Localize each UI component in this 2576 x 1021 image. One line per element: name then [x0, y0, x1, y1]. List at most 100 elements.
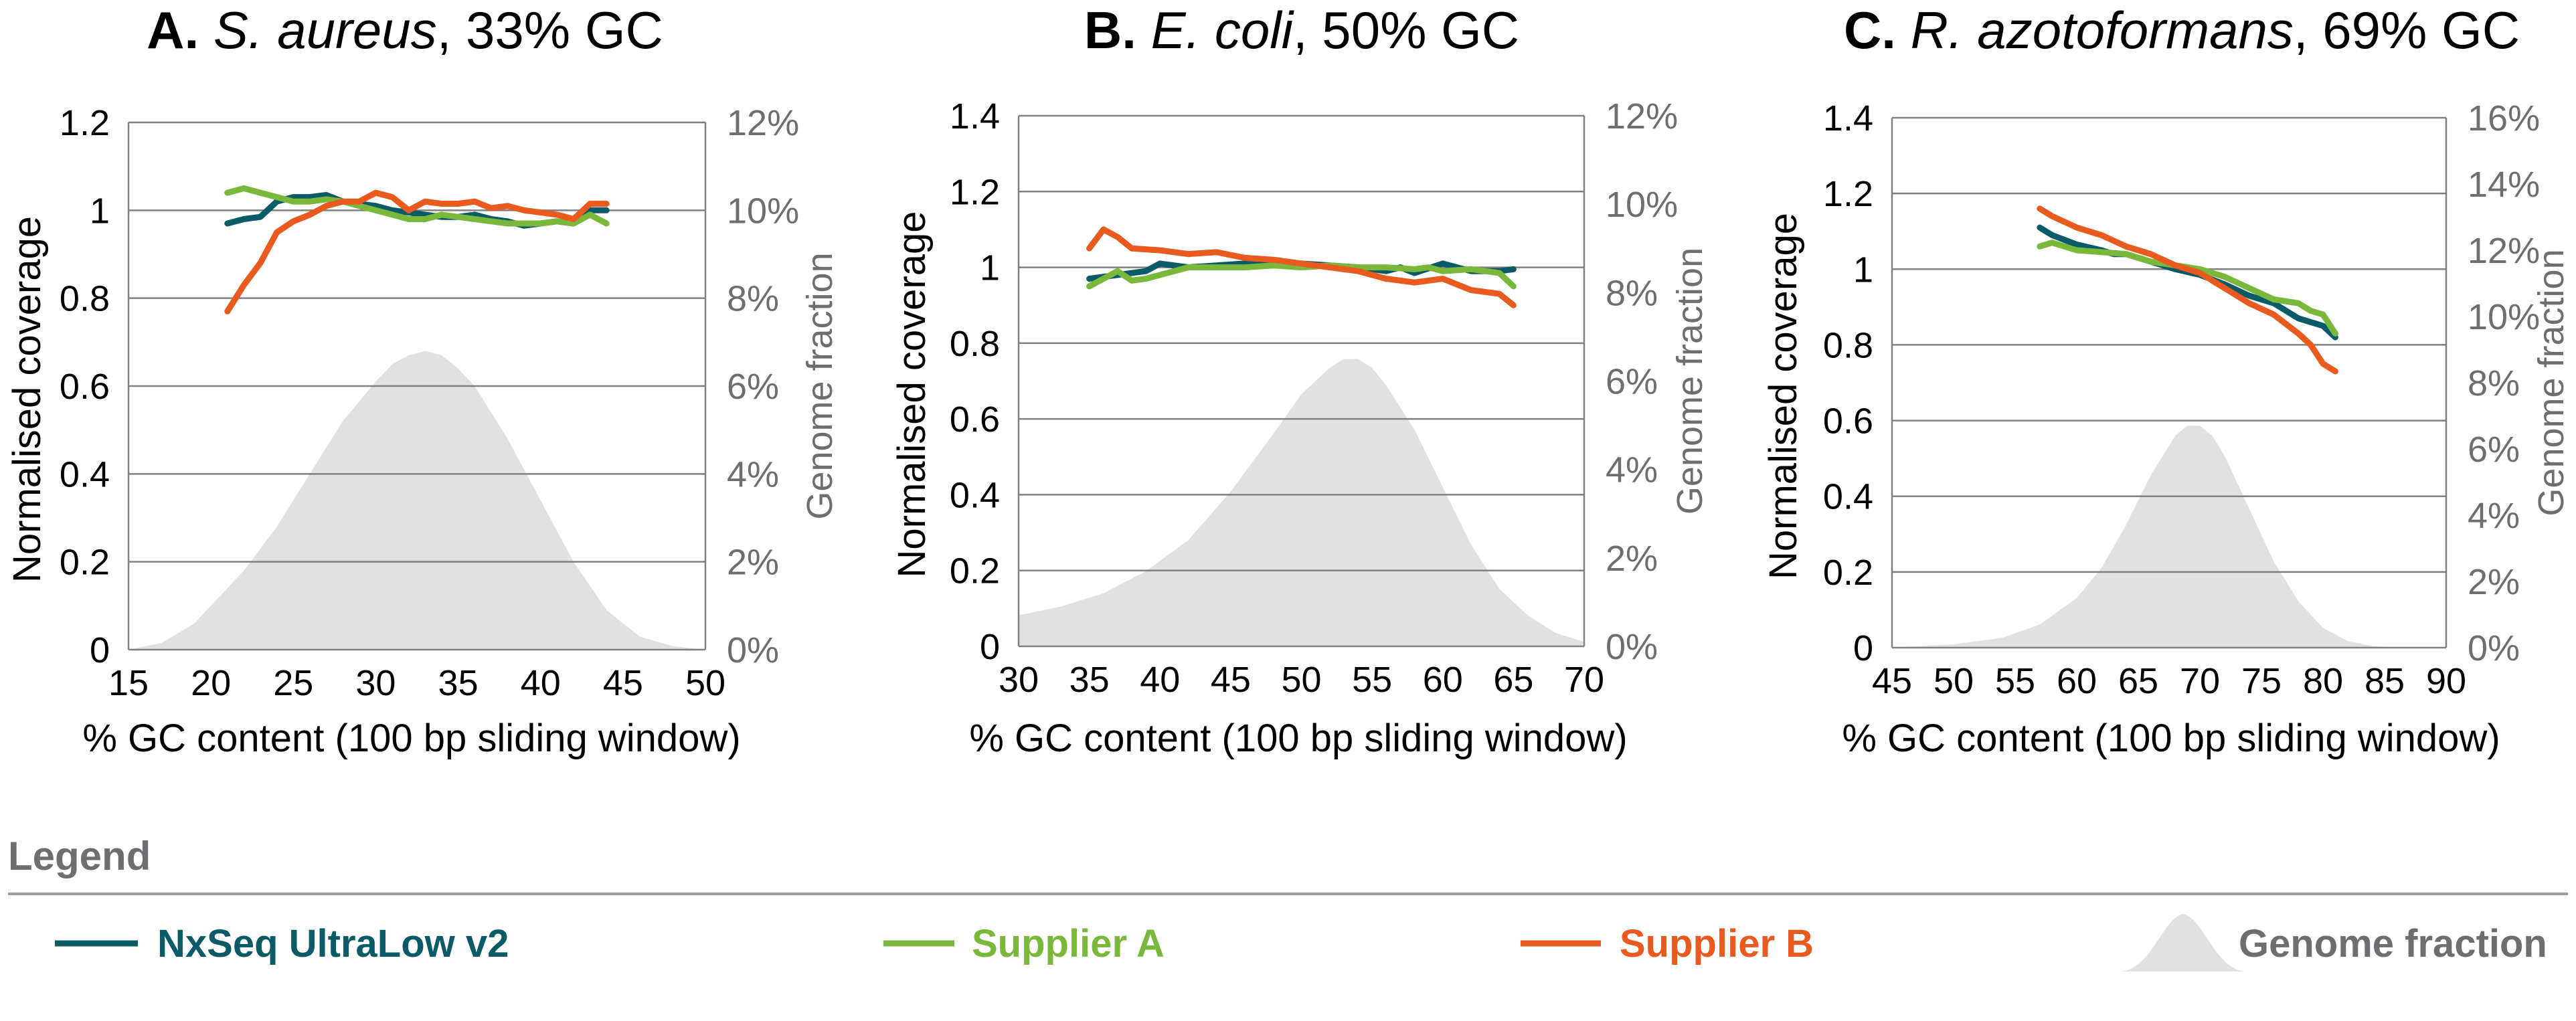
panel-a-title-organism: S. aureus [213, 1, 437, 60]
panel-b-x-tick-label: 50 [1281, 660, 1321, 700]
panel-b-genome-fraction-layer [1019, 359, 1584, 646]
panel-b-y2-ticks: 0% 2% 4% 6% 8% 10% 12% [1606, 96, 1678, 667]
panel-c-y-tick-label: 0.4 [1823, 477, 1873, 517]
panel-c-y-tick-label: 1.4 [1823, 98, 1873, 138]
panel-b-y-tick-label: 0 [980, 627, 1000, 667]
panel-c-y2-tick-label: 10% [2468, 297, 2540, 337]
panel-c-series-supplier-a-line [2037, 240, 2338, 337]
panel-a: A. S. aureus, 33% GC 0 0.2 0.4 0.6 0.8 1 1.2 0… [5, 1, 840, 760]
panel-a-y-tick-label: 0.2 [60, 543, 110, 583]
panel-c-y2-tick-label: 2% [2468, 562, 2520, 602]
panel-c-x-tick-label: 75 [2241, 661, 2282, 701]
panel-c-x-tick-label: 85 [2365, 661, 2405, 701]
panel-b-x-ticks: 30 35 40 45 50 55 60 65 70 [999, 660, 1604, 700]
legend-genome-fraction-swatch [2122, 914, 2245, 971]
panel-c-series-nxseq-line [2037, 224, 2338, 341]
panel-b-y-tick-label: 1.4 [950, 96, 1000, 136]
panel-b-y-tick-label: 1 [980, 248, 1000, 288]
panel-c-y2-tick-label: 0% [2468, 628, 2520, 668]
panel-b-genome-fraction-area [1019, 359, 1584, 646]
panel-a-y2-tick-label: 12% [727, 103, 799, 143]
panel-c-y2-tick-label: 6% [2468, 430, 2520, 470]
panel-c-x-ticks: 45 50 55 60 65 70 75 80 85 90 [1872, 661, 2466, 701]
legend-item-supplier-a: Supplier A [883, 922, 1165, 965]
panel-c: C. R. azotoformans, 69% GC 0 0.2 0.4 0.6 0.8… [1762, 1, 2571, 760]
panel-a-y2-tick-label: 4% [727, 454, 779, 494]
panel-b-y2-tick-label: 10% [1606, 185, 1678, 225]
panel-a-x-tick-label: 40 [521, 663, 561, 703]
panel-a-title-gc: , 33% GC [437, 1, 663, 60]
panel-b-title-letter: B. [1084, 1, 1136, 60]
panel-c-x-tick-label: 65 [2118, 661, 2158, 701]
legend-item-supplier-b: Supplier B [1521, 922, 1814, 965]
panel-b-y2-tick-label: 12% [1606, 96, 1678, 136]
panel-c-x-axis-label: % GC content (100 bp sliding window) [1842, 717, 2500, 760]
panel-b-title-gc: , 50% GC [1293, 1, 1519, 60]
panel-c-title-organism: R. azotoformans [1911, 1, 2294, 60]
panel-a-x-tick-label: 35 [438, 663, 479, 703]
panel-c-y-axis-label: Normalised coverage [1762, 213, 1805, 579]
panel-a-x-tick-label: 20 [191, 663, 231, 703]
panel-a-y2-tick-label: 10% [727, 191, 799, 231]
panel-b-series [1086, 226, 1517, 308]
panel-b-series-supplier-b-line [1086, 226, 1517, 308]
panel-c-y-tick-label: 1 [1853, 250, 1873, 290]
panel-c-y2-tick-label: 4% [2468, 496, 2520, 536]
panel-c-y-tick-label: 0 [1853, 628, 1873, 668]
panel-c-x-tick-label: 50 [1934, 661, 1974, 701]
panel-b-y2-tick-label: 8% [1606, 273, 1658, 313]
panel-a-y-tick-label: 1 [90, 191, 110, 231]
panel-a-title: A. S. aureus, 33% GC [147, 1, 663, 60]
panel-c-title-gc: , 69% GC [2294, 1, 2520, 60]
panel-b-x-tick-label: 70 [1564, 660, 1604, 700]
panel-c-y2-tick-label: 14% [2468, 165, 2540, 205]
panel-a-y-axis-label: Normalised coverage [5, 216, 49, 583]
panel-a-y2-tick-label: 6% [727, 367, 779, 407]
panel-b-y-tick-label: 0.4 [950, 475, 1000, 515]
panel-c-x-tick-label: 60 [2057, 661, 2097, 701]
panel-c-y2-tick-label: 8% [2468, 363, 2520, 403]
panel-c-y2-axis-label: Genome fraction [2531, 249, 2571, 516]
panel-b-series-supplier-a-line [1086, 262, 1517, 290]
legend: Legend NxSeq UltraLow v2 Supplier A Supp… [8, 834, 2568, 971]
panel-b-x-tick-label: 35 [1069, 660, 1110, 700]
panel-c-title-letter: C. [1844, 1, 1896, 60]
panel-a-genome-fraction-area [128, 351, 705, 650]
panel-a-x-axis-label: % GC content (100 bp sliding window) [82, 717, 740, 760]
panel-c-title: C. R. azotoformans, 69% GC [1844, 1, 2520, 60]
panel-a-series [224, 185, 610, 314]
panel-c-x-tick-label: 80 [2303, 661, 2343, 701]
panel-a-y2-tick-label: 0% [727, 630, 779, 670]
panel-a-gridlines [127, 121, 707, 651]
panel-b-y2-axis-label: Genome fraction [1670, 248, 1710, 515]
panel-c-x-tick-label: 90 [2426, 661, 2466, 701]
panel-b-y2-tick-label: 2% [1606, 539, 1658, 579]
panel-a-y2-tick-label: 8% [727, 279, 779, 319]
panel-a-x-tick-label: 45 [603, 663, 643, 703]
panel-c-series-supplier-b-line [2037, 205, 2338, 375]
panel-c-x-tick-label: 45 [1872, 661, 1912, 701]
panel-a-x-tick-label: 50 [685, 663, 725, 703]
panel-b-y-tick-label: 0.6 [950, 399, 1000, 440]
panel-b-x-tick-label: 45 [1211, 660, 1251, 700]
panel-b-y2-tick-label: 6% [1606, 362, 1658, 402]
panel-a-x-tick-label: 15 [108, 663, 149, 703]
panel-a-y2-axis-label: Genome fraction [800, 252, 840, 519]
panel-b-title: B. E. coli, 50% GC [1084, 1, 1519, 60]
panel-c-y-tick-label: 0.6 [1823, 401, 1873, 442]
panel-a-series-supplier-a-line [224, 185, 610, 227]
panel-c-y-tick-label: 0.8 [1823, 325, 1873, 365]
panel-a-x-tick-label: 30 [355, 663, 396, 703]
panel-b-y2-tick-label: 0% [1606, 627, 1658, 667]
panel-c-x-tick-label: 55 [1995, 661, 2035, 701]
panel-c-genome-fraction-area [1892, 426, 2397, 648]
legend-supplier-b-label: Supplier B [1620, 922, 1814, 965]
panel-b-x-axis-label: % GC content (100 bp sliding window) [969, 717, 1627, 760]
panel-a-y-tick-label: 0.8 [60, 279, 110, 319]
panel-c-x-tick-label: 70 [2180, 661, 2220, 701]
panel-c-y2-tick-label: 16% [2468, 98, 2540, 138]
panel-b-x-tick-label: 60 [1423, 660, 1463, 700]
legend-title: Legend [8, 834, 151, 878]
panel-a-y2-ticks: 0% 2% 4% 6% 8% 10% 12% [727, 103, 799, 670]
